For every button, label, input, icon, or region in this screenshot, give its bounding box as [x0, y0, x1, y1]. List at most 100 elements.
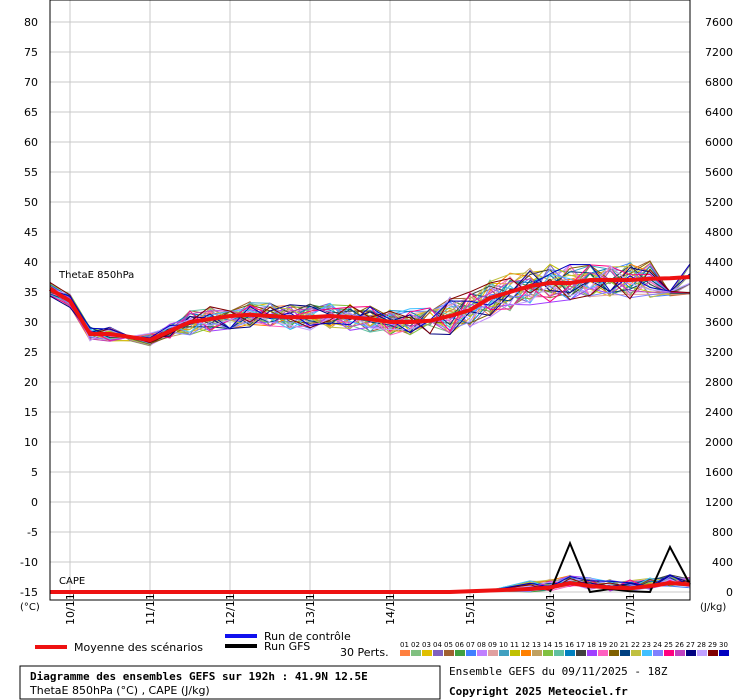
pert-legend-number: 05 — [444, 641, 453, 649]
right-tick-label: 5600 — [705, 166, 733, 179]
chart-grid — [50, 0, 690, 600]
pert-legend-swatch — [609, 650, 619, 656]
pert-legend-swatch — [708, 650, 718, 656]
pert-legend-swatch — [400, 650, 410, 656]
x-tick-label: 13/11 — [304, 593, 317, 625]
footer-run: Ensemble GEFS du 09/11/2025 - 18Z — [449, 665, 668, 678]
pert-legend-number: 27 — [686, 641, 695, 649]
pert-legend-number: 19 — [598, 641, 607, 649]
right-axis-ticks: 0 400 800 1200 1600 2000 2400 2800 3200 3600 4000 4… — [705, 16, 733, 599]
x-tick-label: 14/11 — [384, 593, 397, 625]
left-axis-unit: (°C) — [20, 602, 40, 613]
right-tick-label: 4000 — [705, 286, 733, 299]
pert-legend-swatch — [631, 650, 641, 656]
x-tick-label: 12/11 — [224, 593, 237, 625]
pert-legend-number: 24 — [653, 641, 662, 649]
cape-mean-line — [50, 580, 691, 594]
x-tick-label: 16/11 — [544, 593, 557, 625]
left-tick-label: 30 — [24, 316, 38, 329]
info-box-subtitle: ThetaE 850hPa (°C) , CAPE (J/kg) — [29, 684, 210, 697]
pert-legend-swatch — [433, 650, 443, 656]
legend-gfs-label: Run GFS — [264, 640, 310, 653]
gfs-cape-line — [549, 540, 691, 594]
pert-legend-swatch — [686, 650, 696, 656]
x-tick-label: 15/11 — [464, 593, 477, 625]
pert-legend-swatch — [642, 650, 652, 656]
pert-legend-number: 20 — [609, 641, 618, 649]
pert-legend-swatch — [499, 650, 509, 656]
right-tick-label: 400 — [712, 556, 733, 569]
pert-legend-number: 10 — [499, 641, 508, 649]
pert-legend-swatch — [422, 650, 432, 656]
perturbation-legend: 01 02 03 04 05 06 07 08 09 10 11 12 13 14 15 16 17 18 19 20… — [400, 641, 729, 656]
perturbation-series — [49, 260, 691, 593]
right-tick-label: 1200 — [705, 496, 733, 509]
perturbation-30-line — [49, 263, 691, 339]
left-tick-label: 5 — [31, 466, 38, 479]
left-tick-label: 80 — [24, 16, 38, 29]
left-axis-ticks: -15 -10 -5 0 5 10 15 20 25 30 35 40 45 50 55 60 65 70 75 80 — [20, 16, 38, 599]
pert-legend-number: 15 — [554, 641, 563, 649]
pert-legend-number: 23 — [642, 641, 651, 649]
right-tick-label: 6800 — [705, 76, 733, 89]
pert-legend-swatch — [664, 650, 674, 656]
pert-legend-swatch — [488, 650, 498, 656]
right-tick-label: 4800 — [705, 226, 733, 239]
pert-legend-number: 03 — [422, 641, 431, 649]
pert-legend-swatch — [576, 650, 586, 656]
left-tick-label: -5 — [27, 526, 38, 539]
left-tick-label: 0 — [31, 496, 38, 509]
plot-frame — [49, 0, 691, 601]
left-tick-label: 35 — [24, 286, 38, 299]
right-axis-unit: (J/kg) — [700, 602, 726, 613]
pert-legend-number: 28 — [697, 641, 706, 649]
left-tick-label: 20 — [24, 376, 38, 389]
right-tick-label: 7200 — [705, 46, 733, 59]
right-tick-label: 7600 — [705, 16, 733, 29]
pert-legend-number: 22 — [631, 641, 640, 649]
right-tick-label: 4400 — [705, 256, 733, 269]
right-tick-label: 0 — [726, 586, 733, 599]
pert-legend-number: 13 — [532, 641, 541, 649]
pert-legend-number: 25 — [664, 641, 673, 649]
x-tick-label: 17/11 — [624, 593, 637, 625]
right-tick-label: 2800 — [705, 376, 733, 389]
pert-legend-number: 07 — [466, 641, 475, 649]
pert-legend-number: 01 — [400, 641, 409, 649]
perturbation-04-line — [49, 263, 691, 341]
pert-legend-number: 14 — [543, 641, 552, 649]
left-tick-label: 45 — [24, 226, 38, 239]
right-tick-label: 800 — [712, 526, 733, 539]
pert-legend-number: 02 — [411, 641, 420, 649]
left-tick-label: 55 — [24, 166, 38, 179]
pert-legend-swatch — [587, 650, 597, 656]
perturbation-06-line — [49, 264, 691, 342]
left-tick-label: 75 — [24, 46, 38, 59]
pert-legend-number: 30 — [719, 641, 728, 649]
info-box-title: Diagramme des ensembles GEFS sur 192h : … — [30, 670, 368, 683]
pert-legend-number: 17 — [576, 641, 585, 649]
x-tick-label: 10/11 — [64, 593, 77, 625]
perturbation-28-line — [49, 264, 691, 342]
x-tick-label: 11/11 — [144, 593, 157, 625]
pert-legend-swatch — [532, 650, 542, 656]
pert-legend-swatch — [444, 650, 454, 656]
pert-legend-number: 06 — [455, 641, 464, 649]
x-axis-ticks: 10/11 11/11 12/11 13/11 14/11 15/11 16/11 17/11 — [64, 593, 637, 625]
pert-legend-number: 04 — [433, 641, 442, 649]
legend-control-label: Run de contrôle — [264, 630, 351, 643]
pert-legend-number: 29 — [708, 641, 717, 649]
pert-legend-swatch — [455, 650, 465, 656]
right-tick-label: 2000 — [705, 436, 733, 449]
left-tick-label: 70 — [24, 76, 38, 89]
pert-legend-swatch — [719, 650, 729, 656]
left-tick-label: 65 — [24, 106, 38, 119]
right-tick-label: 3200 — [705, 346, 733, 359]
right-tick-label: 6400 — [705, 106, 733, 119]
pert-legend-number: 12 — [521, 641, 530, 649]
pert-legend-swatch — [697, 650, 707, 656]
left-tick-label: 25 — [24, 346, 38, 359]
pert-legend-swatch — [521, 650, 531, 656]
pert-legend-swatch — [411, 650, 421, 656]
thetae-mean-line — [48, 275, 691, 343]
